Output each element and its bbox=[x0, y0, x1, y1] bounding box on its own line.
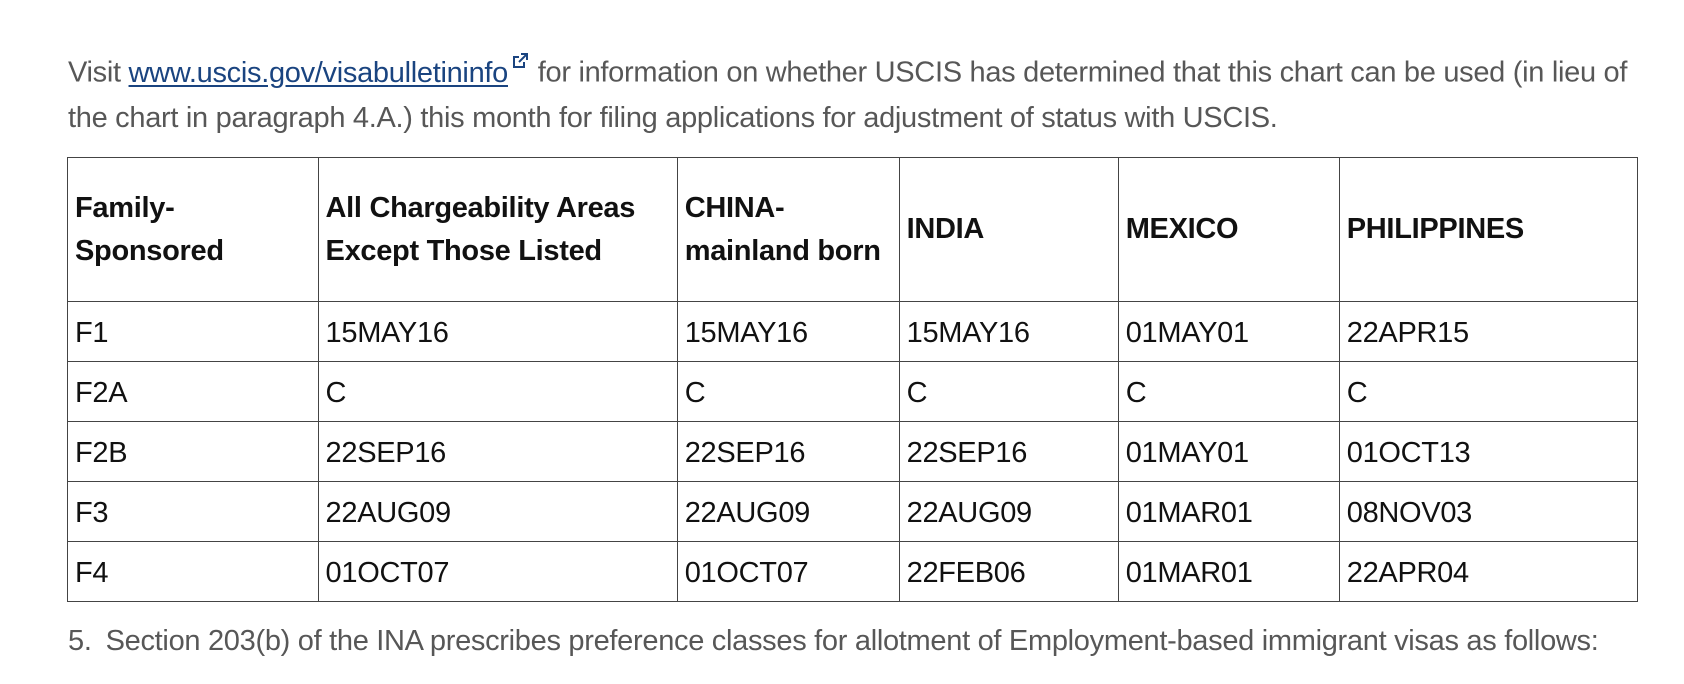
visa-bulletin-info-link-text: www.uscis.gov/visabulletininfo bbox=[128, 56, 509, 89]
cell-india: 22SEP16 bbox=[898, 421, 1119, 482]
cell-philippines: C bbox=[1338, 361, 1639, 422]
cell-philippines: 22APR04 bbox=[1338, 541, 1639, 602]
cell-mexico: 01MAY01 bbox=[1117, 421, 1340, 482]
row-category: F2A bbox=[67, 361, 319, 422]
cell-china: 15MAY16 bbox=[676, 301, 900, 362]
cell-all-chargeability: 01OCT07 bbox=[317, 541, 678, 602]
visa-bulletin-info-link[interactable]: www.uscis.gov/visabulletininfo bbox=[128, 53, 530, 89]
family-sponsored-dates-table: Family-Sponsored All Chargeability Areas… bbox=[67, 157, 1639, 602]
header-family-sponsored: Family-Sponsored bbox=[67, 157, 319, 302]
cell-china: C bbox=[676, 361, 900, 422]
cell-mexico: 01MAR01 bbox=[1117, 481, 1340, 542]
cell-india: 22FEB06 bbox=[898, 541, 1119, 602]
cell-india: 22AUG09 bbox=[898, 481, 1119, 542]
intro-paragraph: Visit www.uscis.gov/visabulletininfo for… bbox=[68, 40, 1638, 141]
cell-mexico: 01MAR01 bbox=[1117, 541, 1340, 602]
header-philippines: PHILIPPINES bbox=[1338, 157, 1639, 302]
cell-china: 22AUG09 bbox=[676, 481, 900, 542]
row-category: F3 bbox=[67, 481, 319, 542]
intro-visit-text: Visit bbox=[68, 56, 129, 89]
cell-all-chargeability: C bbox=[317, 361, 678, 422]
cell-all-chargeability: 15MAY16 bbox=[317, 301, 678, 362]
cell-india: 15MAY16 bbox=[898, 301, 1119, 362]
table-row: F2A C C C C C bbox=[67, 361, 1639, 422]
cell-philippines: 22APR15 bbox=[1338, 301, 1639, 362]
cell-india: C bbox=[898, 361, 1119, 422]
row-category: F2B bbox=[67, 421, 319, 482]
table-row: F1 15MAY16 15MAY16 15MAY16 01MAY01 22APR… bbox=[67, 301, 1639, 362]
cell-china: 01OCT07 bbox=[676, 541, 900, 602]
row-category: F4 bbox=[67, 541, 319, 602]
cell-all-chargeability: 22SEP16 bbox=[317, 421, 678, 482]
table-row: F2B 22SEP16 22SEP16 22SEP16 01MAY01 01OC… bbox=[67, 421, 1639, 482]
intro-rest-text: for information on whether USCIS has det… bbox=[68, 56, 1628, 134]
cell-all-chargeability: 22AUG09 bbox=[317, 481, 678, 542]
external-link-icon bbox=[510, 40, 530, 85]
section-5-text: Section 203(b) of the INA prescribes pre… bbox=[105, 625, 1599, 657]
header-all-chargeability: All Chargeability Areas Except Those Lis… bbox=[317, 157, 678, 302]
row-category: F1 bbox=[67, 301, 319, 362]
header-india: INDIA bbox=[898, 157, 1119, 302]
table-row: F3 22AUG09 22AUG09 22AUG09 01MAR01 08NOV… bbox=[67, 481, 1639, 542]
cell-mexico: 01MAY01 bbox=[1117, 301, 1340, 362]
cell-china: 22SEP16 bbox=[676, 421, 900, 482]
table-header-row: Family-Sponsored All Chargeability Areas… bbox=[67, 157, 1639, 302]
table-row: F4 01OCT07 01OCT07 22FEB06 01MAR01 22APR… bbox=[67, 541, 1639, 602]
cell-philippines: 01OCT13 bbox=[1338, 421, 1639, 482]
header-china-mainland: CHINA-mainland born bbox=[676, 157, 900, 302]
section-5-number: 5. bbox=[68, 625, 92, 657]
section-5-paragraph: 5. Section 203(b) of the INA prescribes p… bbox=[68, 621, 1648, 661]
cell-mexico: C bbox=[1117, 361, 1340, 422]
header-mexico: MEXICO bbox=[1117, 157, 1340, 302]
cell-philippines: 08NOV03 bbox=[1338, 481, 1639, 542]
